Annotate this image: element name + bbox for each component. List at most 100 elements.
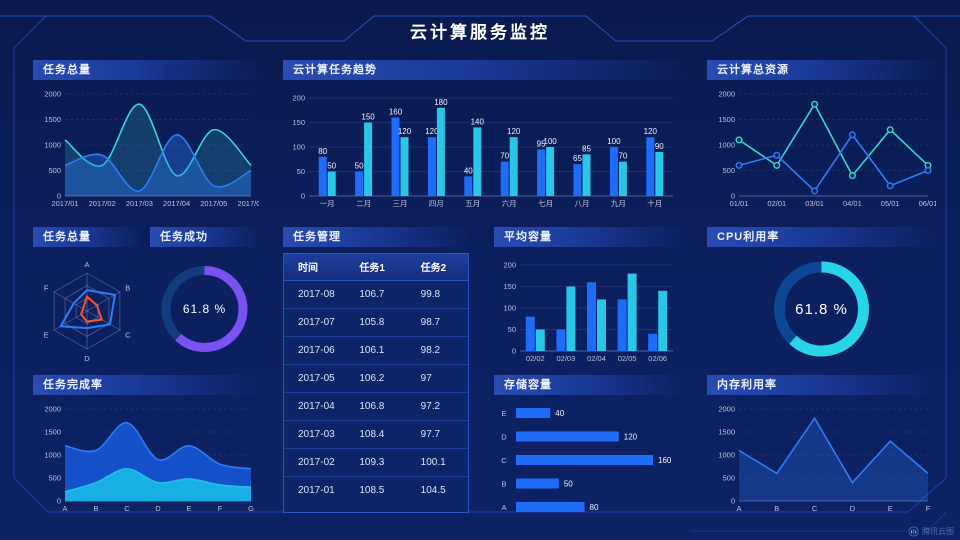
panel-title-task-complete: 任务完成率 (33, 375, 259, 395)
table-row: 2017-05 106.2 97 (284, 364, 468, 393)
svg-text:1500: 1500 (44, 428, 61, 437)
svg-text:100: 100 (543, 137, 557, 146)
svg-text:0: 0 (731, 192, 735, 201)
table-header-cell: 任务1 (345, 254, 407, 281)
svg-text:B: B (774, 504, 779, 513)
svg-text:200: 200 (292, 94, 305, 103)
svg-text:120: 120 (425, 127, 439, 136)
total-resource-line-chart: 0 500 1000 1500 2000 01/01 02/01 03/01 04/01 05/0… (707, 84, 937, 212)
table-cell: 2017-08 (284, 280, 346, 309)
svg-text:2017/03: 2017/03 (126, 199, 153, 208)
svg-text:50: 50 (327, 162, 336, 171)
svg-text:50: 50 (297, 167, 305, 176)
svg-text:A: A (62, 504, 67, 513)
panel-title-task-manage: 任务管理 (283, 227, 469, 247)
svg-text:03/01: 03/01 (805, 199, 824, 208)
svg-text:02/04: 02/04 (587, 354, 606, 363)
svg-text:2000: 2000 (44, 405, 61, 414)
panel-title-avg-capacity: 平均容量 (494, 227, 683, 247)
page-title: 云计算服务监控 (410, 23, 550, 42)
svg-text:2017/04: 2017/04 (163, 199, 190, 208)
task-table-body: 2017-08 106.7 99.8 2017-07 105.8 98.7 2017-06 1… (284, 280, 468, 504)
tencent-watermark-label: 腾讯云图 (922, 527, 954, 536)
panel-task-manage: 任务管理 时间 任务1 任务2 2017-08 106.7 99.8 2017-07 105… (283, 227, 469, 517)
svg-text:1000: 1000 (718, 141, 735, 150)
table-row: 2017-07 105.8 98.7 (284, 308, 468, 337)
svg-text:200: 200 (503, 261, 516, 270)
svg-text:95: 95 (537, 139, 546, 148)
svg-text:B: B (501, 480, 506, 489)
panel-task-complete: 任务完成率 0 500 1000 1500 2000 A B C D E F G (33, 375, 259, 517)
table-cell: 104.5 (420, 484, 446, 496)
panel-task-total-line: 任务总量 0 500 1000 1500 2000 2017/01 2017/02 2017/… (33, 60, 265, 212)
table-row: 2017-01 108.5 104.5 (284, 476, 468, 504)
svg-text:七月: 七月 (538, 199, 553, 208)
svg-text:E: E (186, 504, 191, 513)
svg-text:120: 120 (624, 433, 638, 442)
table-cell: 2017-05 (284, 364, 346, 393)
svg-text:50: 50 (355, 162, 364, 171)
svg-text:E: E (44, 331, 49, 340)
svg-text:1500: 1500 (44, 115, 61, 124)
svg-text:三月: 三月 (393, 199, 408, 208)
svg-text:140: 140 (471, 117, 485, 126)
panel-title-task-radar: 任务总量 (33, 227, 141, 247)
task-success-donut-chart (150, 251, 259, 367)
svg-text:0: 0 (57, 497, 61, 506)
svg-text:50: 50 (508, 325, 516, 334)
svg-text:四月: 四月 (429, 199, 444, 208)
svg-text:120: 120 (398, 127, 412, 136)
svg-text:120: 120 (507, 127, 521, 136)
svg-text:2017/06: 2017/06 (237, 199, 259, 208)
table-cell: 2017-01 (298, 484, 335, 496)
panel-title-storage: 存储容量 (494, 375, 683, 395)
panel-task-radar: 任务总量 A B C D E F (33, 227, 141, 367)
svg-text:100: 100 (607, 137, 621, 146)
svg-text:十月: 十月 (647, 198, 662, 208)
svg-text:G: G (248, 504, 254, 513)
table-cell: 105.8 (345, 308, 407, 337)
svg-text:D: D (850, 504, 856, 513)
svg-text:500: 500 (48, 474, 61, 483)
panel-title-task-total-line: 任务总量 (33, 60, 259, 80)
svg-text:F: F (218, 504, 223, 513)
svg-text:C: C (125, 331, 131, 340)
svg-text:65: 65 (573, 154, 582, 163)
svg-text:A: A (736, 504, 741, 513)
table-cell: 106.7 (345, 280, 407, 309)
table-cell: 108.5 (359, 484, 385, 496)
tencent-watermark[interactable]: 腾讯云图 (908, 526, 954, 537)
svg-text:50: 50 (564, 480, 573, 489)
svg-text:150: 150 (292, 118, 305, 127)
task-table-head: 时间 任务1 任务2 (284, 254, 468, 281)
panel-total-resource: 云计算总资源 0 500 1000 1500 2000 01/01 02/01 03/01 04… (707, 60, 937, 212)
svg-text:180: 180 (434, 98, 448, 107)
table-cell: 108.4 (345, 420, 407, 449)
task-table: 时间 任务1 任务2 2017-08 106.7 99.8 2017-07 105.8 98.… (284, 254, 468, 504)
svg-text:02/01: 02/01 (767, 199, 786, 208)
table-row: 2017-02 109.3 100.1 (284, 448, 468, 477)
panel-title-task-trend: 云计算任务趋势 (283, 60, 683, 80)
svg-text:01/01: 01/01 (730, 199, 749, 208)
svg-text:D: D (84, 354, 90, 363)
svg-text:C: C (812, 504, 818, 513)
svg-text:2017/02: 2017/02 (89, 199, 116, 208)
svg-text:1000: 1000 (718, 451, 735, 460)
svg-text:1000: 1000 (44, 451, 61, 460)
svg-text:2000: 2000 (718, 405, 735, 414)
svg-text:85: 85 (582, 144, 591, 153)
task-total-area-chart: 0 500 1000 1500 2000 2017/01 2017/02 2017/03 201… (33, 84, 264, 212)
svg-text:一月: 一月 (320, 199, 335, 208)
table-cell: 2017-07 (284, 308, 346, 337)
task-radar-chart: A B C D E F (33, 251, 141, 367)
svg-text:E: E (501, 409, 506, 418)
table-row: 2017-03 108.4 97.7 (284, 420, 468, 449)
svg-text:100: 100 (503, 304, 516, 313)
svg-text:B: B (93, 504, 98, 513)
panel-task-success: 任务成功 61.8 % (150, 227, 259, 367)
svg-text:F: F (926, 504, 931, 513)
memory-line-chart: 0 500 1000 1500 2000 A B C D E F (707, 399, 936, 517)
table-cell: 106.2 (345, 364, 407, 393)
svg-text:2000: 2000 (718, 90, 735, 99)
